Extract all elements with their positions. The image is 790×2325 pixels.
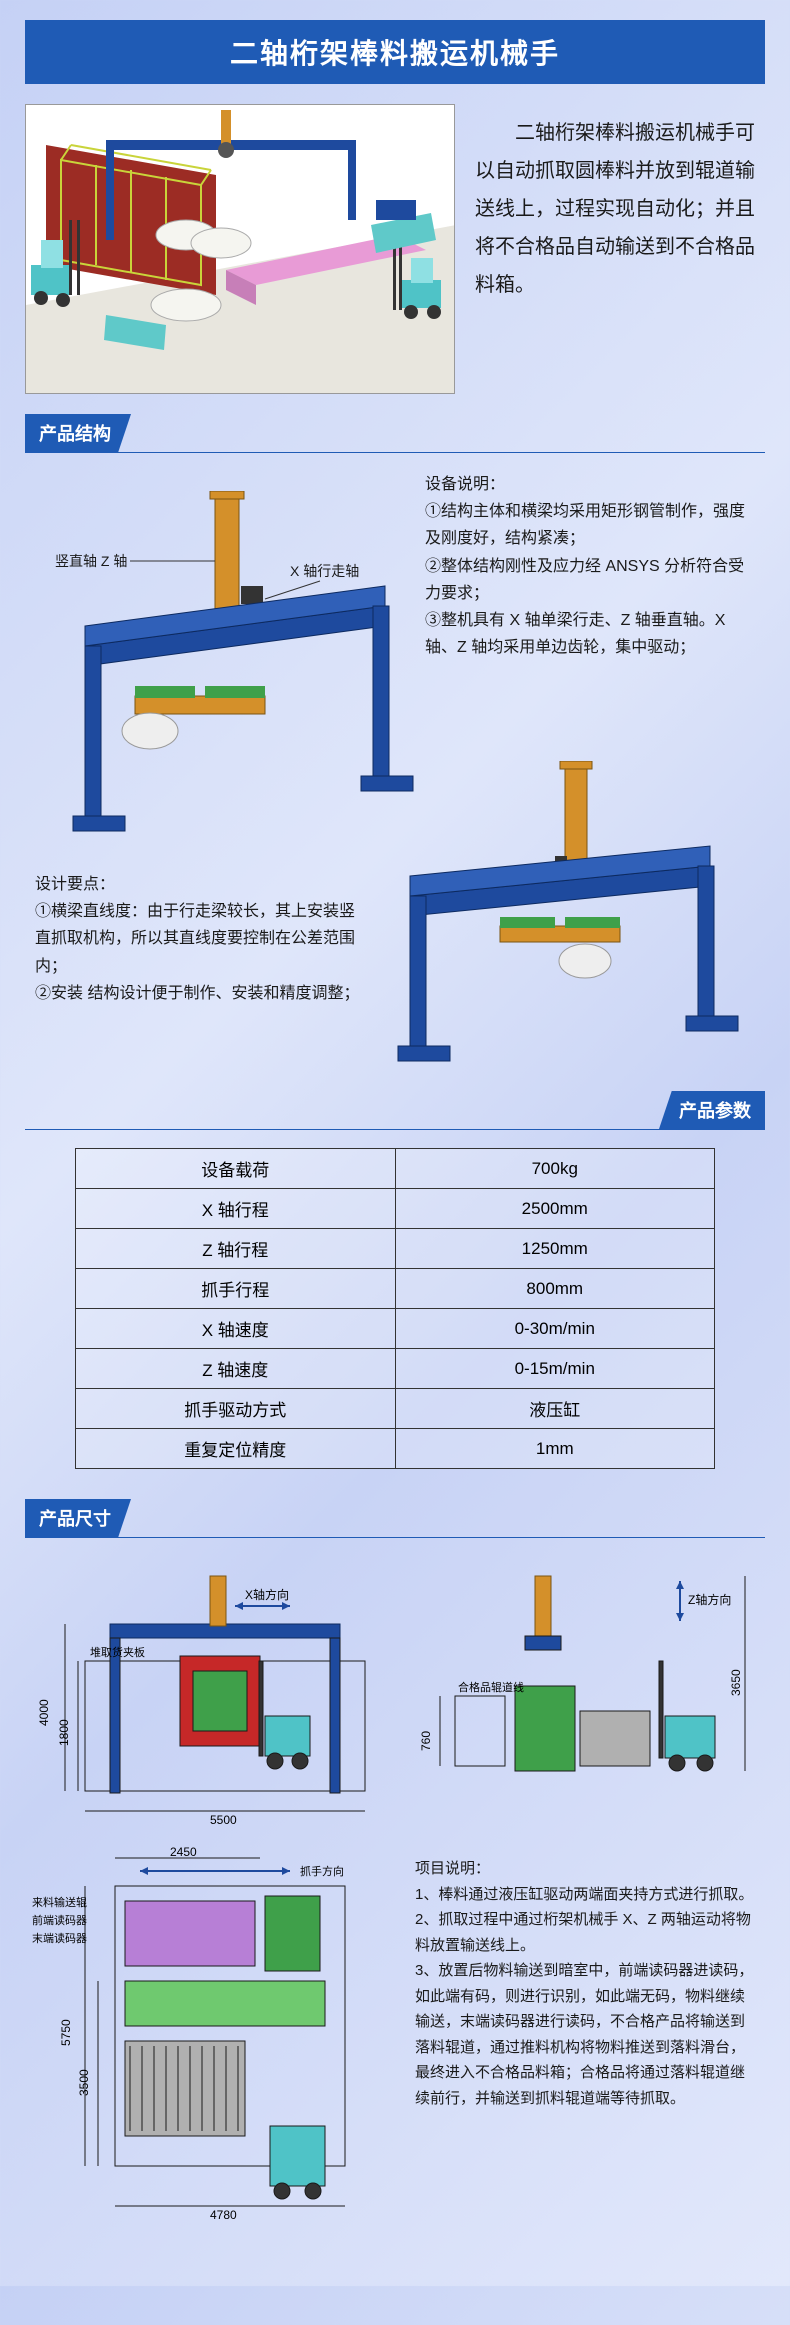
- svg-text:5500: 5500: [210, 1813, 237, 1826]
- svg-text:Z轴方向: Z轴方向: [688, 1592, 731, 1607]
- spec-key: X 轴行程: [76, 1189, 396, 1229]
- structure-description-left: 设计要点： ①横梁直线度：由于行走梁较长，其上安装竖直抓取机构，所以其直线度要控…: [35, 871, 365, 1007]
- spec-key: 设备载荷: [76, 1149, 396, 1189]
- svg-text:末端读码器 抓取机构: 末端读码器 抓取机构 不合格品料箱 来料输送辊 来料 安全护栏: [32, 1931, 87, 1945]
- design-line-1: ①横梁直线度：由于行走梁较长，其上安装竖直抓取机构，所以其直线度要控制在公差范围…: [35, 898, 365, 980]
- spec-value: 1250mm: [395, 1229, 715, 1269]
- desc-line-2: ②整体结构刚性及应力经 ANSYS 分析符合受力要求；: [425, 553, 755, 607]
- svg-text:5750: 5750: [59, 2019, 73, 2046]
- spec-key: 抓手驱动方式: [76, 1389, 396, 1429]
- spec-table: 设备载荷700kgX 轴行程2500mmZ 轴行程1250mm抓手行程800mm…: [75, 1148, 715, 1469]
- svg-text:760: 760: [419, 1731, 433, 1751]
- svg-text:2450: 2450: [170, 1846, 197, 1859]
- spec-value: 0-15m/min: [395, 1349, 715, 1389]
- structure-diagram-right: [380, 761, 740, 1081]
- section-params: 产品参数 设备载荷700kgX 轴行程2500mmZ 轴行程1250mm抓手行程…: [25, 1091, 765, 1499]
- dimension-description: 项目说明： 1、棒料通过液压缸驱动两端面夹持方式进行抓取。 2、抓取过程中通过桁…: [415, 1856, 755, 2111]
- dim-desc-title: 项目说明：: [415, 1856, 755, 1882]
- section-tab-dimensions: 产品尺寸: [25, 1499, 131, 1537]
- hero-description: 二轴桁架棒料搬运机械手可以自动抓取圆棒料并放到辊道输送线上，过程实现自动化；并且…: [475, 104, 765, 394]
- design-line-2: ②安装 结构设计便于制作、安装和精度调整；: [35, 980, 365, 1007]
- svg-text:抓手方向: 抓手方向: [300, 1864, 344, 1878]
- dimension-side-view: Z轴方向 3650 760 合格品辊道线: [400, 1566, 760, 1826]
- section-dimensions: 产品尺寸: [25, 1499, 765, 2256]
- section-tab-structure: 产品结构: [25, 414, 131, 452]
- svg-text:前端读码器: 前端读码器: [32, 1913, 87, 1927]
- svg-text:堆取货夹板: 堆取货夹板: [90, 1645, 145, 1659]
- spec-key: X 轴速度: [76, 1309, 396, 1349]
- section-tab-params: 产品参数: [659, 1091, 765, 1129]
- svg-text:1800: 1800: [57, 1719, 71, 1746]
- dim-desc-1: 1、棒料通过液压缸驱动两端面夹持方式进行抓取。: [415, 1882, 755, 1908]
- spec-key: Z 轴行程: [76, 1229, 396, 1269]
- desc-title: 设备说明：: [425, 471, 755, 498]
- dimension-front-view: 5500 4000 1800 X轴方向 堆取货夹板: [30, 1566, 400, 1826]
- spec-value: 1mm: [395, 1429, 715, 1469]
- table-row: 抓手驱动方式液压缸: [76, 1389, 715, 1429]
- desc-line-1: ①结构主体和横梁均采用矩形钢管制作，强度及刚度好，结构紧凑；: [425, 498, 755, 552]
- hero-illustration: [25, 104, 455, 394]
- svg-text:4000: 4000: [37, 1699, 51, 1726]
- section-structure: 产品结构: [25, 414, 765, 1091]
- svg-text:4780: 4780: [210, 2208, 237, 2222]
- table-row: X 轴速度0-30m/min: [76, 1309, 715, 1349]
- spec-value: 0-30m/min: [395, 1309, 715, 1349]
- hero-row: 二轴桁架棒料搬运机械手可以自动抓取圆棒料并放到辊道输送线上，过程实现自动化；并且…: [25, 104, 765, 394]
- structure-description-right: 设备说明： ①结构主体和横梁均采用矩形钢管制作，强度及刚度好，结构紧凑； ②整体…: [425, 471, 755, 661]
- svg-text:3500: 3500: [77, 2069, 91, 2096]
- spec-key: Z 轴速度: [76, 1349, 396, 1389]
- table-row: 设备载荷700kg: [76, 1149, 715, 1189]
- table-row: X 轴行程2500mm: [76, 1189, 715, 1229]
- spec-key: 重复定位精度: [76, 1429, 396, 1469]
- table-row: Z 轴行程1250mm: [76, 1229, 715, 1269]
- design-title: 设计要点：: [35, 871, 365, 898]
- desc-line-3: ③整机具有 X 轴单梁行走、Z 轴垂直轴。X 轴、Z 轴均采用单边齿轮，集中驱动…: [425, 607, 755, 661]
- table-row: Z 轴速度0-15m/min: [76, 1349, 715, 1389]
- svg-text:来料输送辊: 来料输送辊: [32, 1895, 87, 1909]
- svg-text:3650: 3650: [729, 1669, 743, 1696]
- label-x-axis: X 轴行走轴: [290, 563, 359, 579]
- svg-text:合格品辊道线: 合格品辊道线: [458, 1680, 524, 1694]
- dim-desc-3: 3、放置后物料输送到暗室中，前端读码器进读码，如此端有码，则进行识别，如此端无码…: [415, 1958, 755, 2111]
- svg-text:X轴方向: X轴方向: [245, 1587, 289, 1602]
- spec-key: 抓手行程: [76, 1269, 396, 1309]
- spec-value: 700kg: [395, 1149, 715, 1189]
- table-row: 重复定位精度1mm: [76, 1429, 715, 1469]
- spec-value: 2500mm: [395, 1189, 715, 1229]
- table-row: 抓手行程800mm: [76, 1269, 715, 1309]
- dimension-top-view: 抓手方向: [30, 1846, 410, 2226]
- page-title: 二轴桁架棒料搬运机械手: [25, 20, 765, 84]
- spec-value: 800mm: [395, 1269, 715, 1309]
- spec-value: 液压缸: [395, 1389, 715, 1429]
- dim-desc-2: 2、抓取过程中通过桁架机械手 X、Z 两轴运动将物料放置输送线上。: [415, 1907, 755, 1958]
- structure-diagram-left: 竖直轴 Z 轴 X 轴行走轴: [55, 491, 415, 851]
- label-z-axis: 竖直轴 Z 轴: [55, 553, 127, 569]
